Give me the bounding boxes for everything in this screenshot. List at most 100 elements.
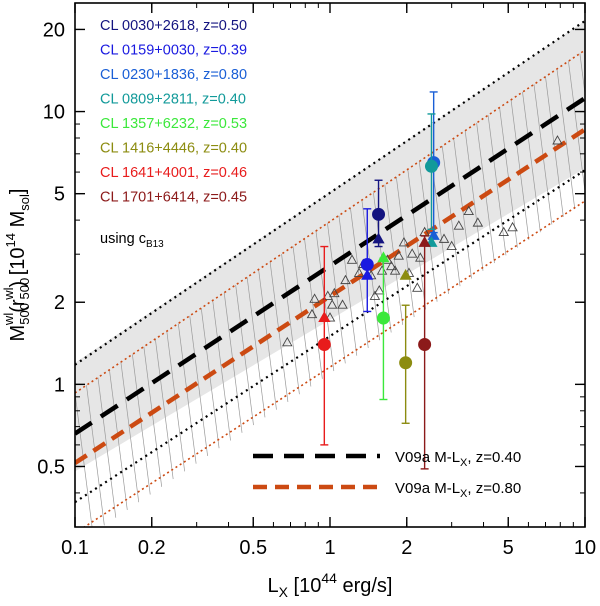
comparison-point	[386, 260, 397, 271]
y-tick-label: 10	[43, 102, 65, 124]
hatch-line	[338, 215, 358, 356]
cluster-circle	[360, 258, 374, 272]
comparison-point	[340, 274, 351, 285]
hatch-line	[464, 130, 484, 271]
hatch-line	[189, 315, 208, 456]
cluster-triangle	[361, 268, 374, 280]
cluster-triangle	[399, 268, 412, 280]
cluster-triangle	[372, 232, 385, 244]
cluster-circle	[399, 356, 413, 370]
scatter-bound-line	[82, 200, 585, 527]
hatch-line	[522, 92, 541, 233]
y-tick-label: 5	[54, 184, 65, 206]
x-tick-label: 0.5	[239, 537, 267, 559]
legend-entry: CL 1701+6414, z=0.45	[100, 190, 247, 206]
legend-line-label: V09a M-LX, z=0.40	[395, 449, 521, 469]
y-tick-label: 0.5	[37, 456, 65, 478]
cluster-triangle	[377, 251, 390, 263]
hatch-line	[120, 362, 140, 503]
comparison-point	[393, 250, 404, 260]
relation-legend: V09a M-LX, z=0.40 V09a M-LX, z=0.80	[253, 449, 521, 500]
cluster-triangle	[418, 236, 431, 247]
legend-entry: CL 0030+2618, z=0.50	[100, 18, 247, 34]
comparison-point	[373, 285, 385, 295]
hatch-line	[579, 53, 585, 97]
comparison-point	[376, 265, 388, 275]
comparison-point	[389, 265, 401, 275]
hatch-line	[109, 369, 128, 510]
comparison-point	[324, 312, 336, 322]
hatch-line	[281, 254, 300, 395]
hatch-line	[545, 76, 564, 217]
hatch-line	[212, 300, 231, 441]
legend-entry: CL 0230+1836, z=0.80	[100, 67, 247, 83]
legend-line-label: V09a M-LX, z=0.80	[395, 480, 521, 500]
scatter-bound-line	[75, 19, 585, 366]
legend-entry: CL 0809+2811, z=0.40	[100, 92, 246, 108]
cluster-circle	[418, 337, 432, 351]
hatch-line	[223, 292, 243, 433]
legend-entry: CL 1357+6232, z=0.53	[100, 116, 247, 132]
scatter-band	[75, 20, 585, 472]
comparison-point	[346, 254, 358, 264]
hatch-line	[177, 323, 197, 464]
y-axis-title: M500wl(r500wl) [1014 Msol]	[1, 189, 32, 342]
cluster-circle	[372, 207, 386, 221]
comparison-point	[463, 205, 475, 215]
hatch-line	[246, 277, 266, 418]
comparison-point	[446, 240, 457, 251]
x-tick-label: 2	[401, 537, 412, 559]
y-tick-label: 1	[54, 374, 65, 396]
hatch-line	[395, 176, 415, 318]
hatch-line	[591, 46, 600, 186]
hatch-line	[304, 238, 323, 379]
cluster-point-group	[360, 208, 374, 313]
comparison-point	[507, 221, 518, 232]
comparison-point	[498, 226, 509, 237]
hatch-line	[235, 284, 254, 426]
hatch-line	[556, 68, 576, 210]
comparison-point	[369, 290, 381, 300]
comparison-point	[326, 299, 338, 309]
x-tick-label: 0.2	[138, 537, 166, 559]
comparison-point	[309, 293, 320, 303]
comparison-point	[353, 267, 365, 277]
comparison-point	[438, 233, 450, 243]
comparison-point	[282, 336, 293, 347]
cluster-point-group	[424, 113, 438, 247]
plot-area	[75, 19, 600, 527]
comparison-point	[329, 287, 340, 298]
legend-entry: CL 0159+0030, z=0.39	[100, 43, 247, 59]
cluster-point-group	[376, 251, 390, 401]
x-tick-label: 5	[503, 537, 514, 559]
cluster-point-group	[399, 268, 413, 424]
x-axis-title: LX [1044 erg/s]	[268, 570, 393, 600]
x-tick-label: 10	[574, 537, 596, 559]
cluster-circle	[376, 311, 390, 325]
comparison-point	[415, 252, 426, 262]
x-tick-label: 0.1	[61, 537, 89, 559]
comparison-point	[552, 135, 563, 145]
comparison-point	[306, 308, 318, 319]
annotation-label: using cB13	[100, 231, 164, 250]
relation-line-z080	[75, 127, 585, 465]
cluster-legend: CL 0030+2618, z=0.50 CL 0159+0030, z=0.39…	[100, 18, 247, 206]
axis-ticks: 0.1 0.2 0.5 1 2 5 10 0.5 1 2 5 10 20	[37, 3, 596, 559]
y-tick-label: 2	[54, 292, 65, 314]
cluster-triangle	[318, 311, 331, 323]
hatch-line	[132, 354, 151, 495]
hatch-line	[75, 392, 93, 527]
cluster-circle	[424, 159, 438, 173]
x-tick-label: 1	[324, 537, 335, 559]
comparison-point	[406, 248, 418, 258]
hatch-line	[143, 346, 163, 487]
relation-line-z040	[75, 96, 585, 436]
hatch-line	[166, 331, 185, 472]
y-tick-label: 20	[43, 19, 65, 41]
cluster-point-group	[418, 235, 432, 470]
hatch-line	[97, 377, 117, 518]
comparison-point	[337, 299, 348, 309]
comparison-point	[412, 282, 423, 292]
cluster-point-group	[372, 179, 386, 248]
